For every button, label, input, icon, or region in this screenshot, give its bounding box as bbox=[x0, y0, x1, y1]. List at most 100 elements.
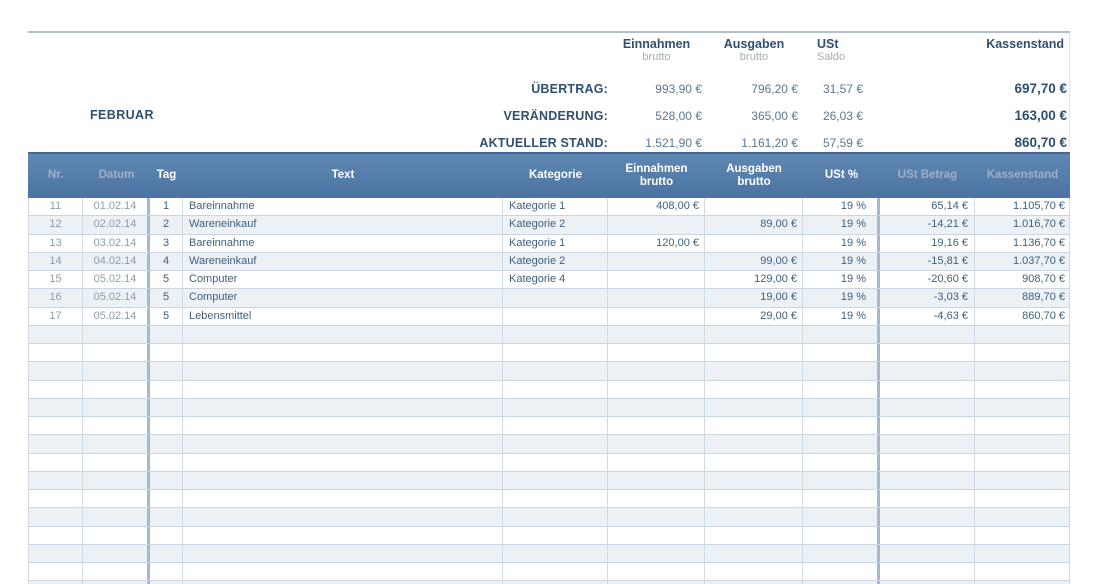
header-cell-tag[interactable]: Tag bbox=[150, 154, 183, 197]
cell-ust-betrag[interactable] bbox=[880, 563, 975, 581]
cell-einnahmen-brutto[interactable] bbox=[608, 417, 705, 435]
cell-kassenstand[interactable] bbox=[975, 325, 1070, 343]
cell-ust-betrag[interactable] bbox=[880, 435, 975, 453]
cell-einnahmen-brutto[interactable] bbox=[608, 252, 705, 270]
cell-datum[interactable] bbox=[83, 417, 150, 435]
cell-text[interactable] bbox=[183, 453, 503, 471]
cell-datum[interactable] bbox=[83, 362, 150, 380]
cell-ust-prozent[interactable]: 19 % bbox=[803, 252, 880, 270]
summary-value-cell[interactable]: 1.521,90 € bbox=[645, 135, 702, 150]
cell-ausgaben-brutto[interactable] bbox=[705, 544, 803, 562]
cell-ausgaben-brutto[interactable] bbox=[705, 581, 803, 584]
cell-ust-prozent[interactable] bbox=[803, 398, 880, 416]
summary-value-cell[interactable]: 26,03 € bbox=[822, 108, 863, 123]
cell-tag[interactable]: 5 bbox=[150, 271, 183, 289]
cell-ust-prozent[interactable] bbox=[803, 581, 880, 584]
cell-text[interactable]: Bareinnahme bbox=[183, 198, 503, 216]
cell-ust-betrag[interactable] bbox=[880, 544, 975, 562]
cell-kassenstand[interactable] bbox=[975, 508, 1070, 526]
cell-kassenstand[interactable] bbox=[975, 490, 1070, 508]
cell-einnahmen-brutto[interactable] bbox=[608, 471, 705, 489]
cell-kategorie[interactable] bbox=[503, 362, 608, 380]
header-cell-kategorie[interactable]: Kategorie bbox=[503, 154, 608, 197]
cell-einnahmen-brutto[interactable] bbox=[608, 581, 705, 584]
cell-ust-prozent[interactable] bbox=[803, 526, 880, 544]
cell-ust-betrag[interactable]: 65,14 € bbox=[880, 198, 975, 216]
cell-tag[interactable] bbox=[150, 417, 183, 435]
cell-tag[interactable] bbox=[150, 362, 183, 380]
cell-einnahmen-brutto[interactable] bbox=[608, 362, 705, 380]
cell-ust-prozent[interactable] bbox=[803, 490, 880, 508]
cell-ust-betrag[interactable] bbox=[880, 490, 975, 508]
cell-text[interactable] bbox=[183, 471, 503, 489]
summary-value-cell[interactable]: 57,59 € bbox=[822, 135, 863, 150]
cell-datum[interactable]: 04.02.14 bbox=[83, 252, 150, 270]
cell-datum[interactable] bbox=[83, 325, 150, 343]
cell-einnahmen-brutto[interactable] bbox=[608, 526, 705, 544]
cell-tag[interactable]: 5 bbox=[150, 289, 183, 307]
cell-datum[interactable] bbox=[83, 453, 150, 471]
cell-tag[interactable] bbox=[150, 453, 183, 471]
cell-text[interactable] bbox=[183, 380, 503, 398]
cell-ust-betrag[interactable] bbox=[880, 362, 975, 380]
cell-kategorie[interactable] bbox=[503, 417, 608, 435]
summary-value-cell[interactable]: 1.161,20 € bbox=[741, 135, 798, 150]
cell-kategorie[interactable] bbox=[503, 453, 608, 471]
cell-nr[interactable] bbox=[28, 471, 83, 489]
cell-ust-prozent[interactable] bbox=[803, 508, 880, 526]
cell-ausgaben-brutto[interactable] bbox=[705, 362, 803, 380]
cell-tag[interactable] bbox=[150, 581, 183, 584]
cell-ust-prozent[interactable] bbox=[803, 417, 880, 435]
cell-tag[interactable] bbox=[150, 435, 183, 453]
summary-kassenstand-value[interactable]: 163,00 € bbox=[1014, 107, 1067, 123]
cell-tag[interactable] bbox=[150, 344, 183, 362]
cell-nr[interactable]: 15 bbox=[28, 271, 83, 289]
cell-ust-betrag[interactable] bbox=[880, 398, 975, 416]
cell-text[interactable]: Lebensmittel bbox=[183, 307, 503, 325]
cell-einnahmen-brutto[interactable] bbox=[608, 398, 705, 416]
cell-text[interactable] bbox=[183, 435, 503, 453]
cell-nr[interactable] bbox=[28, 490, 83, 508]
cell-ust-prozent[interactable]: 19 % bbox=[803, 307, 880, 325]
cell-ausgaben-brutto[interactable] bbox=[705, 325, 803, 343]
cell-kassenstand[interactable]: 889,70 € bbox=[975, 289, 1070, 307]
cell-ust-prozent[interactable] bbox=[803, 362, 880, 380]
cell-nr[interactable] bbox=[28, 362, 83, 380]
cell-kategorie[interactable] bbox=[503, 563, 608, 581]
cell-kassenstand[interactable] bbox=[975, 344, 1070, 362]
cell-text[interactable] bbox=[183, 344, 503, 362]
cell-einnahmen-brutto[interactable] bbox=[608, 216, 705, 234]
cell-kategorie[interactable] bbox=[503, 544, 608, 562]
cell-ust-betrag[interactable] bbox=[880, 453, 975, 471]
cell-ust-prozent[interactable]: 19 % bbox=[803, 271, 880, 289]
cell-kassenstand[interactable] bbox=[975, 581, 1070, 584]
cell-kassenstand[interactable]: 908,70 € bbox=[975, 271, 1070, 289]
cell-tag[interactable]: 5 bbox=[150, 307, 183, 325]
cell-datum[interactable] bbox=[83, 398, 150, 416]
cell-kassenstand[interactable]: 1.016,70 € bbox=[975, 216, 1070, 234]
cell-text[interactable]: Wareneinkauf bbox=[183, 216, 503, 234]
header-cell-text[interactable]: Text bbox=[183, 154, 503, 197]
cell-ust-prozent[interactable] bbox=[803, 380, 880, 398]
cell-ust-prozent[interactable] bbox=[803, 453, 880, 471]
cell-datum[interactable] bbox=[83, 471, 150, 489]
cell-ust-prozent[interactable] bbox=[803, 435, 880, 453]
cell-tag[interactable]: 3 bbox=[150, 234, 183, 252]
cell-kategorie[interactable]: Kategorie 1 bbox=[503, 234, 608, 252]
cell-kassenstand[interactable] bbox=[975, 362, 1070, 380]
cell-kassenstand[interactable] bbox=[975, 544, 1070, 562]
cell-kategorie[interactable] bbox=[503, 344, 608, 362]
cell-ausgaben-brutto[interactable] bbox=[705, 563, 803, 581]
cell-text[interactable] bbox=[183, 581, 503, 584]
cell-kassenstand[interactable] bbox=[975, 526, 1070, 544]
cell-nr[interactable] bbox=[28, 563, 83, 581]
cell-kategorie[interactable]: Kategorie 1 bbox=[503, 198, 608, 216]
cell-nr[interactable]: 13 bbox=[28, 234, 83, 252]
cell-datum[interactable] bbox=[83, 526, 150, 544]
cell-datum[interactable] bbox=[83, 508, 150, 526]
cell-nr[interactable]: 11 bbox=[28, 198, 83, 216]
cell-kategorie[interactable] bbox=[503, 325, 608, 343]
cell-kategorie[interactable] bbox=[503, 435, 608, 453]
cell-datum[interactable]: 02.02.14 bbox=[83, 216, 150, 234]
cell-datum[interactable]: 05.02.14 bbox=[83, 289, 150, 307]
